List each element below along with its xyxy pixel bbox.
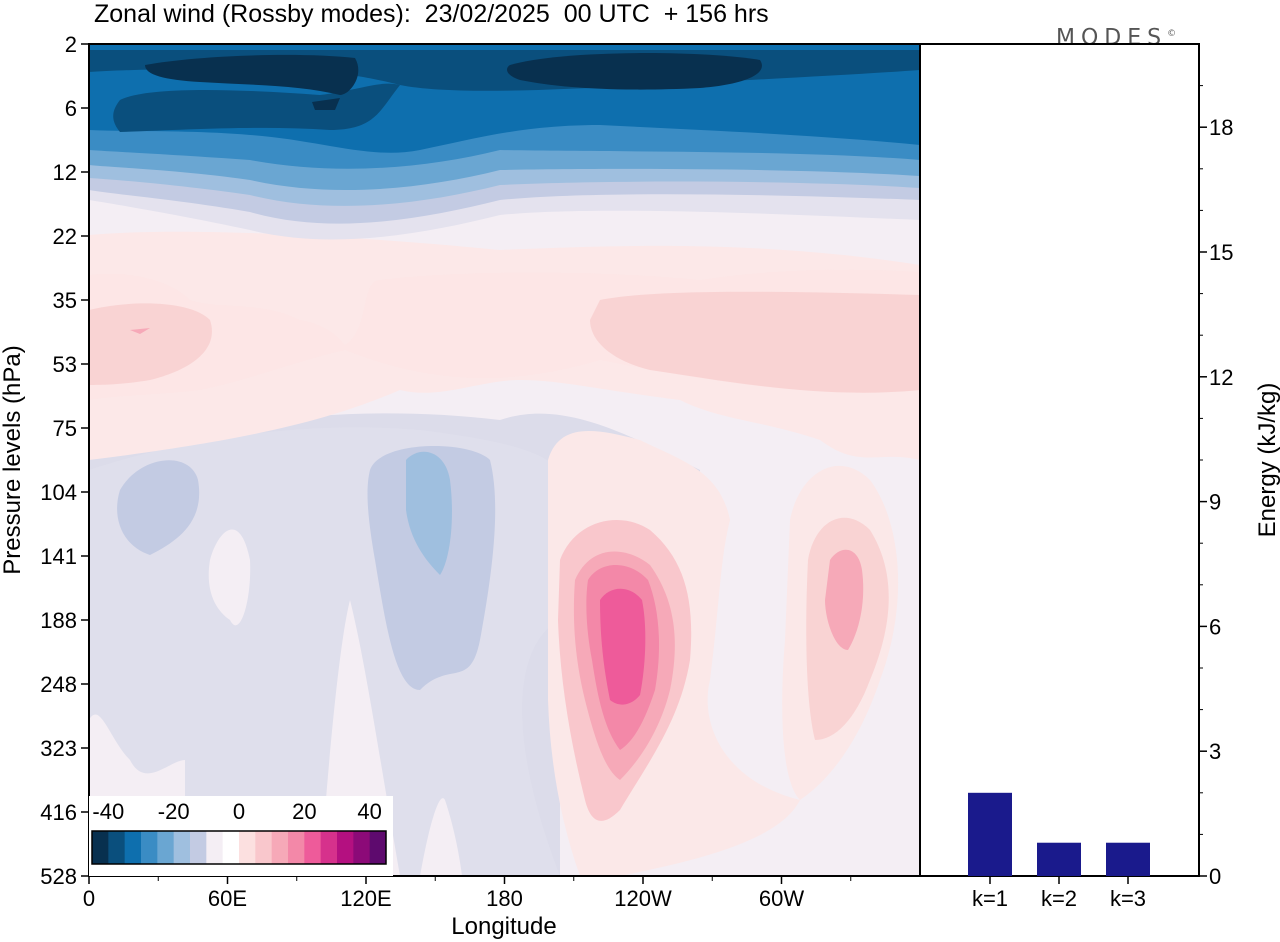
x-tick-label: 60E xyxy=(208,886,247,911)
x-tick-label: 120W xyxy=(614,886,672,911)
energy-bars xyxy=(968,792,1150,876)
energy-tick-label: 9 xyxy=(1209,490,1221,515)
colorbar-cell xyxy=(190,831,207,864)
energy-axis: 0 3 6 9 12 15 18 xyxy=(1199,85,1233,889)
colorbar-frame xyxy=(91,830,387,865)
pressure-axis: 2 6 12 22 35 53 75 104 141 188 248 323 416 528 xyxy=(40,32,89,889)
easterly-layer-7-west xyxy=(113,83,400,132)
y-tick-label: 528 xyxy=(40,864,77,889)
energy-bar xyxy=(1037,842,1081,876)
colorbar-tick-labels: -40 -20 0 20 40 xyxy=(92,799,381,824)
westerly-band-max-west xyxy=(130,328,150,334)
longitude-axis: 0 60E 120E 180 120W 60W xyxy=(83,876,852,911)
y-tick-label: 248 xyxy=(40,672,77,697)
energy-bar-label: k=3 xyxy=(1110,886,1146,911)
neutral-pocket xyxy=(208,529,251,626)
x-tick-label: 60W xyxy=(759,886,804,911)
chart-title: Zonal wind (Rossby modes): 23/02/2025 00… xyxy=(94,0,769,28)
zonal-wind-heatmap xyxy=(89,44,920,876)
easterly-cell-central-core xyxy=(406,451,452,575)
colorbar-cell xyxy=(337,831,354,864)
y-tick-label: 188 xyxy=(40,608,77,633)
colorbar-cell xyxy=(108,831,126,864)
x-tick-label: 120E xyxy=(340,886,391,911)
y-tick-label: 6 xyxy=(65,96,77,121)
energy-bar-label: k=1 xyxy=(972,886,1008,911)
colorbar-cell xyxy=(222,831,240,864)
energy-panel-frame xyxy=(919,43,1200,877)
colorbar-cell xyxy=(141,831,158,864)
colorbar: -40 -20 0 20 40 xyxy=(89,796,393,876)
easterly-core-west xyxy=(145,54,359,95)
easterly-core-east xyxy=(507,53,762,90)
energy-bar-label: k=2 xyxy=(1041,886,1077,911)
colorbar-cell xyxy=(157,831,175,864)
x-axis-title: Longitude xyxy=(451,913,556,940)
y-tick-label: 416 xyxy=(40,800,77,825)
colorbar-cell xyxy=(320,831,338,864)
easterly-top-edge xyxy=(89,44,920,50)
neutral-tongue-2 xyxy=(420,798,462,876)
colorbar-cell xyxy=(271,831,289,864)
colorbar-tick-label: 20 xyxy=(292,799,316,824)
energy-tick-label: 18 xyxy=(1209,115,1233,140)
energy-tick-label: 6 xyxy=(1209,614,1221,639)
colorbar-cell xyxy=(369,831,387,864)
colorbar-tick-label: 0 xyxy=(233,799,245,824)
colorbar-cell xyxy=(173,831,191,864)
energy-tick-label: 12 xyxy=(1209,365,1233,390)
energy-bar xyxy=(1106,842,1150,876)
colorbar-cell xyxy=(304,831,322,864)
y-tick-label: 2 xyxy=(65,32,77,57)
y-tick-label: 35 xyxy=(53,288,77,313)
x-tick-label: 0 xyxy=(83,886,95,911)
colorbar-tick-label: 40 xyxy=(357,799,381,824)
westerly-jet-2-core xyxy=(825,549,864,650)
westerly-band-core-east xyxy=(590,291,920,393)
colorbar-cell xyxy=(206,831,224,864)
y-tick-label: 75 xyxy=(53,416,77,441)
colorbar-cell xyxy=(239,831,256,864)
energy-axis-title: Energy (kJ/kg) xyxy=(1254,383,1280,538)
y-tick-label: 323 xyxy=(40,736,77,761)
y-tick-label: 141 xyxy=(40,544,77,569)
logo-copyright-mark: © xyxy=(1167,29,1177,39)
energy-bar xyxy=(968,792,1012,876)
x-tick-label: 180 xyxy=(486,886,523,911)
y-tick-label: 12 xyxy=(53,160,77,185)
colorbar-cell xyxy=(255,831,273,864)
y-tick-label: 104 xyxy=(40,480,77,505)
y-tick-label: 22 xyxy=(53,224,77,249)
colorbar-tick-label: -20 xyxy=(158,799,190,824)
y-tick-label: 53 xyxy=(53,352,77,377)
colorbar-cell xyxy=(288,831,305,864)
energy-tick-label: 15 xyxy=(1209,240,1233,265)
colorbar-cell xyxy=(353,831,371,864)
colorbar-cell xyxy=(124,831,142,864)
energy-tick-label: 0 xyxy=(1209,864,1221,889)
westerly-jet-core xyxy=(600,588,646,705)
easterly-cell-west xyxy=(117,460,200,555)
energy-tick-label: 3 xyxy=(1209,739,1221,764)
westerly-band-core-west xyxy=(89,303,212,385)
easterly-cell-central xyxy=(367,446,496,690)
colorbar-cell xyxy=(92,831,109,864)
energy-bar-labels: k=1 k=2 k=3 xyxy=(972,876,1146,911)
colorbar-tick-label: -40 xyxy=(92,799,124,824)
easterly-core-small xyxy=(312,98,340,110)
y-axis-title: Pressure levels (hPa) xyxy=(0,345,26,574)
colorbar-cells xyxy=(92,831,387,864)
